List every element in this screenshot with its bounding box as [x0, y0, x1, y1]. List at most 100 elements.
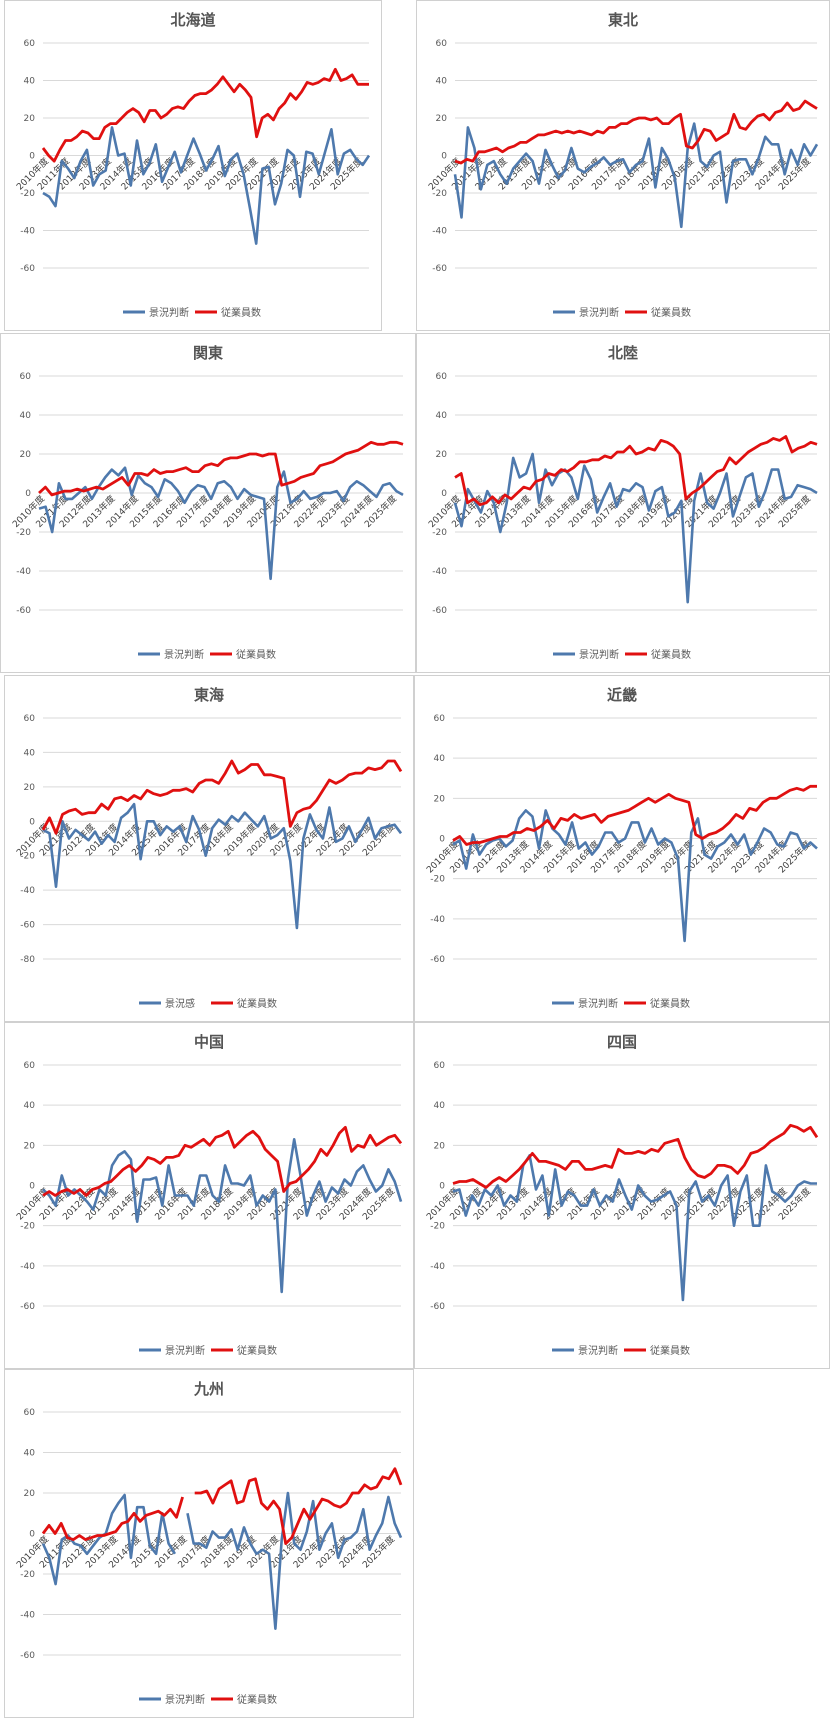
y-tick-label: 40	[24, 77, 36, 87]
y-tick-label: -40	[20, 886, 35, 896]
y-tick-label: 0	[439, 835, 445, 845]
y-tick-label: 60	[24, 1408, 36, 1418]
y-tick-label: -40	[20, 227, 35, 237]
legend-label: 景況判断	[165, 1693, 205, 1706]
y-tick-label: -40	[432, 567, 447, 577]
legend-label: 景況判断	[579, 648, 619, 661]
chart-panel-kyushu: 九州 -60 -40 -20 0 20 40 60 2010年度 2011年度 2012年度 2013…	[4, 1369, 414, 1718]
y-tick-label: 60	[24, 39, 36, 49]
chart-title: 関東	[193, 344, 223, 362]
y-tick-label: 0	[29, 1530, 35, 1540]
y-tick-label: 0	[29, 817, 35, 827]
y-tick-label: -60	[430, 955, 445, 965]
legend-label: 従業員数	[237, 1344, 277, 1357]
chart-title: 九州	[193, 1380, 224, 1398]
y-tick-label: -20	[430, 875, 445, 885]
y-tick-label: -20	[430, 1222, 445, 1232]
series-line-1	[452, 1154, 817, 1302]
legend-label: 景況感	[165, 997, 195, 1010]
y-tick-label: 0	[441, 489, 447, 499]
y-tick-label: -80	[20, 955, 35, 965]
chart-title: 近畿	[607, 686, 637, 704]
y-tick-label: -20	[432, 528, 447, 538]
legend-label: 従業員数	[650, 997, 690, 1010]
y-tick-label: 40	[434, 754, 446, 764]
y-tick-label: 60	[20, 372, 32, 382]
series-line-2	[41, 759, 403, 835]
y-tick-label: -20	[20, 1222, 35, 1232]
y-tick-label: -40	[430, 915, 445, 925]
series-line-2	[454, 435, 818, 507]
series-line-1	[38, 466, 404, 581]
y-tick-label: -60	[20, 1302, 35, 1312]
chart-panel-tokai: 東海 -80 -60 -40 -20 0 20 40 60 2010年度 2011年度 2012年度 2…	[4, 675, 414, 1022]
y-tick-label: 40	[24, 1101, 36, 1111]
y-tick-label: 40	[20, 411, 32, 421]
y-tick-label: 0	[439, 1182, 445, 1192]
y-tick-label: 20	[434, 1141, 446, 1151]
series-line-2	[454, 99, 818, 165]
series-line-1	[453, 452, 818, 604]
chart-panel-tohoku: 東北 -60 -40 -20 0 20 40 60 2010年度 2011年度 2012年度 2013…	[416, 0, 830, 331]
y-tick-label: -20	[20, 852, 35, 862]
y-tick-label: -60	[432, 606, 447, 616]
chart-panel-hokuriku: 北陸 -60 -40 -20 0 20 40 60 2010年度 2011年度 2012年度 2013…	[416, 333, 830, 673]
y-tick-label: 20	[24, 114, 36, 124]
y-tick-label: 0	[29, 1182, 35, 1192]
y-tick-label: 20	[24, 783, 36, 793]
chart-shikoku: 四国-60-40-2002040602010年度2011年度2012年度2013…	[424, 1033, 819, 1357]
legend-label: 景況判断	[164, 648, 204, 661]
y-tick-label: -40	[16, 567, 31, 577]
y-tick-label: -40	[20, 1262, 35, 1272]
y-tick-label: 20	[434, 794, 446, 804]
y-tick-label: 40	[24, 1449, 36, 1459]
chart-tohoku: 東北-60-40-2002040602010年度2011年度2012年度2013…	[426, 11, 819, 319]
y-tick-label: 20	[436, 450, 448, 460]
chart-panel-kanto: 関東 -60 -40 -20 0 20 40 60 2010年度 2011年度 2012年度 2013…	[0, 333, 416, 673]
legend-label: 従業員数	[237, 997, 277, 1010]
y-tick-label: 60	[24, 714, 36, 724]
chart-kinki: 近畿-60-40-2002040602010年度2011年度2012年度2013…	[424, 686, 818, 1010]
series-line-2	[38, 440, 404, 497]
y-tick-label: 40	[434, 1101, 446, 1111]
chart-hokkaido: 北海道-60-40-2002040602010年度2011年度2012年度201…	[14, 11, 371, 319]
y-tick-label: 60	[436, 39, 448, 49]
series-line-2	[41, 67, 369, 163]
y-tick-label: -20	[20, 1570, 35, 1580]
series-line-1	[42, 802, 403, 930]
series-line-2	[41, 1467, 403, 1545]
y-tick-label: -40	[432, 227, 447, 237]
series-line-1	[452, 809, 818, 943]
y-tick-label: -20	[16, 528, 31, 538]
chart-panel-hokkaido: 北海道 -60 -40 -20 0 20 40 60 2010年度 2011年度 2012年度 201…	[4, 0, 382, 331]
y-tick-label: -60	[20, 921, 35, 931]
y-tick-label: -60	[16, 606, 31, 616]
chart-title: 四国	[607, 1033, 637, 1051]
series-line-2	[452, 784, 817, 846]
legend-label: 景況判断	[578, 1344, 618, 1357]
y-tick-label: -60	[430, 1302, 445, 1312]
chart-title: 東北	[608, 11, 638, 29]
chart-panel-shikoku: 四国 -60 -40 -20 0 20 40 60 2010年度 2011年度 2012年度 2013…	[414, 1022, 830, 1369]
y-tick-label: 60	[436, 372, 448, 382]
chart-panel-kinki: 近畿 -60 -40 -20 0 20 40 60 2010年度 2011年度 2012年度 2013…	[414, 675, 830, 1022]
y-tick-label: -60	[20, 264, 35, 274]
series-line-2	[452, 1123, 819, 1189]
series-line-1	[453, 122, 819, 229]
y-tick-label: 40	[24, 748, 36, 758]
y-tick-label: 40	[436, 411, 448, 421]
y-tick-label: -60	[432, 264, 447, 274]
y-tick-label: 0	[29, 152, 35, 162]
chart-title: 東海	[194, 686, 224, 704]
legend-label: 従業員数	[237, 1693, 277, 1706]
y-tick-label: -20	[20, 189, 35, 199]
y-tick-label: 0	[25, 489, 31, 499]
legend-label: 景況判断	[578, 997, 618, 1010]
y-tick-label: -40	[430, 1262, 445, 1272]
y-tick-label: 60	[434, 1061, 446, 1071]
legend-label: 従業員数	[651, 648, 691, 661]
chart-chugoku: 中国-60-40-2002040602010年度2011年度2012年度2013…	[14, 1033, 403, 1357]
y-tick-label: 20	[436, 114, 448, 124]
chart-panel-chugoku: 中国 -60 -40 -20 0 20 40 60 2010年度 2011年度 2012年度 2013…	[4, 1022, 414, 1369]
chart-title: 中国	[194, 1033, 224, 1051]
